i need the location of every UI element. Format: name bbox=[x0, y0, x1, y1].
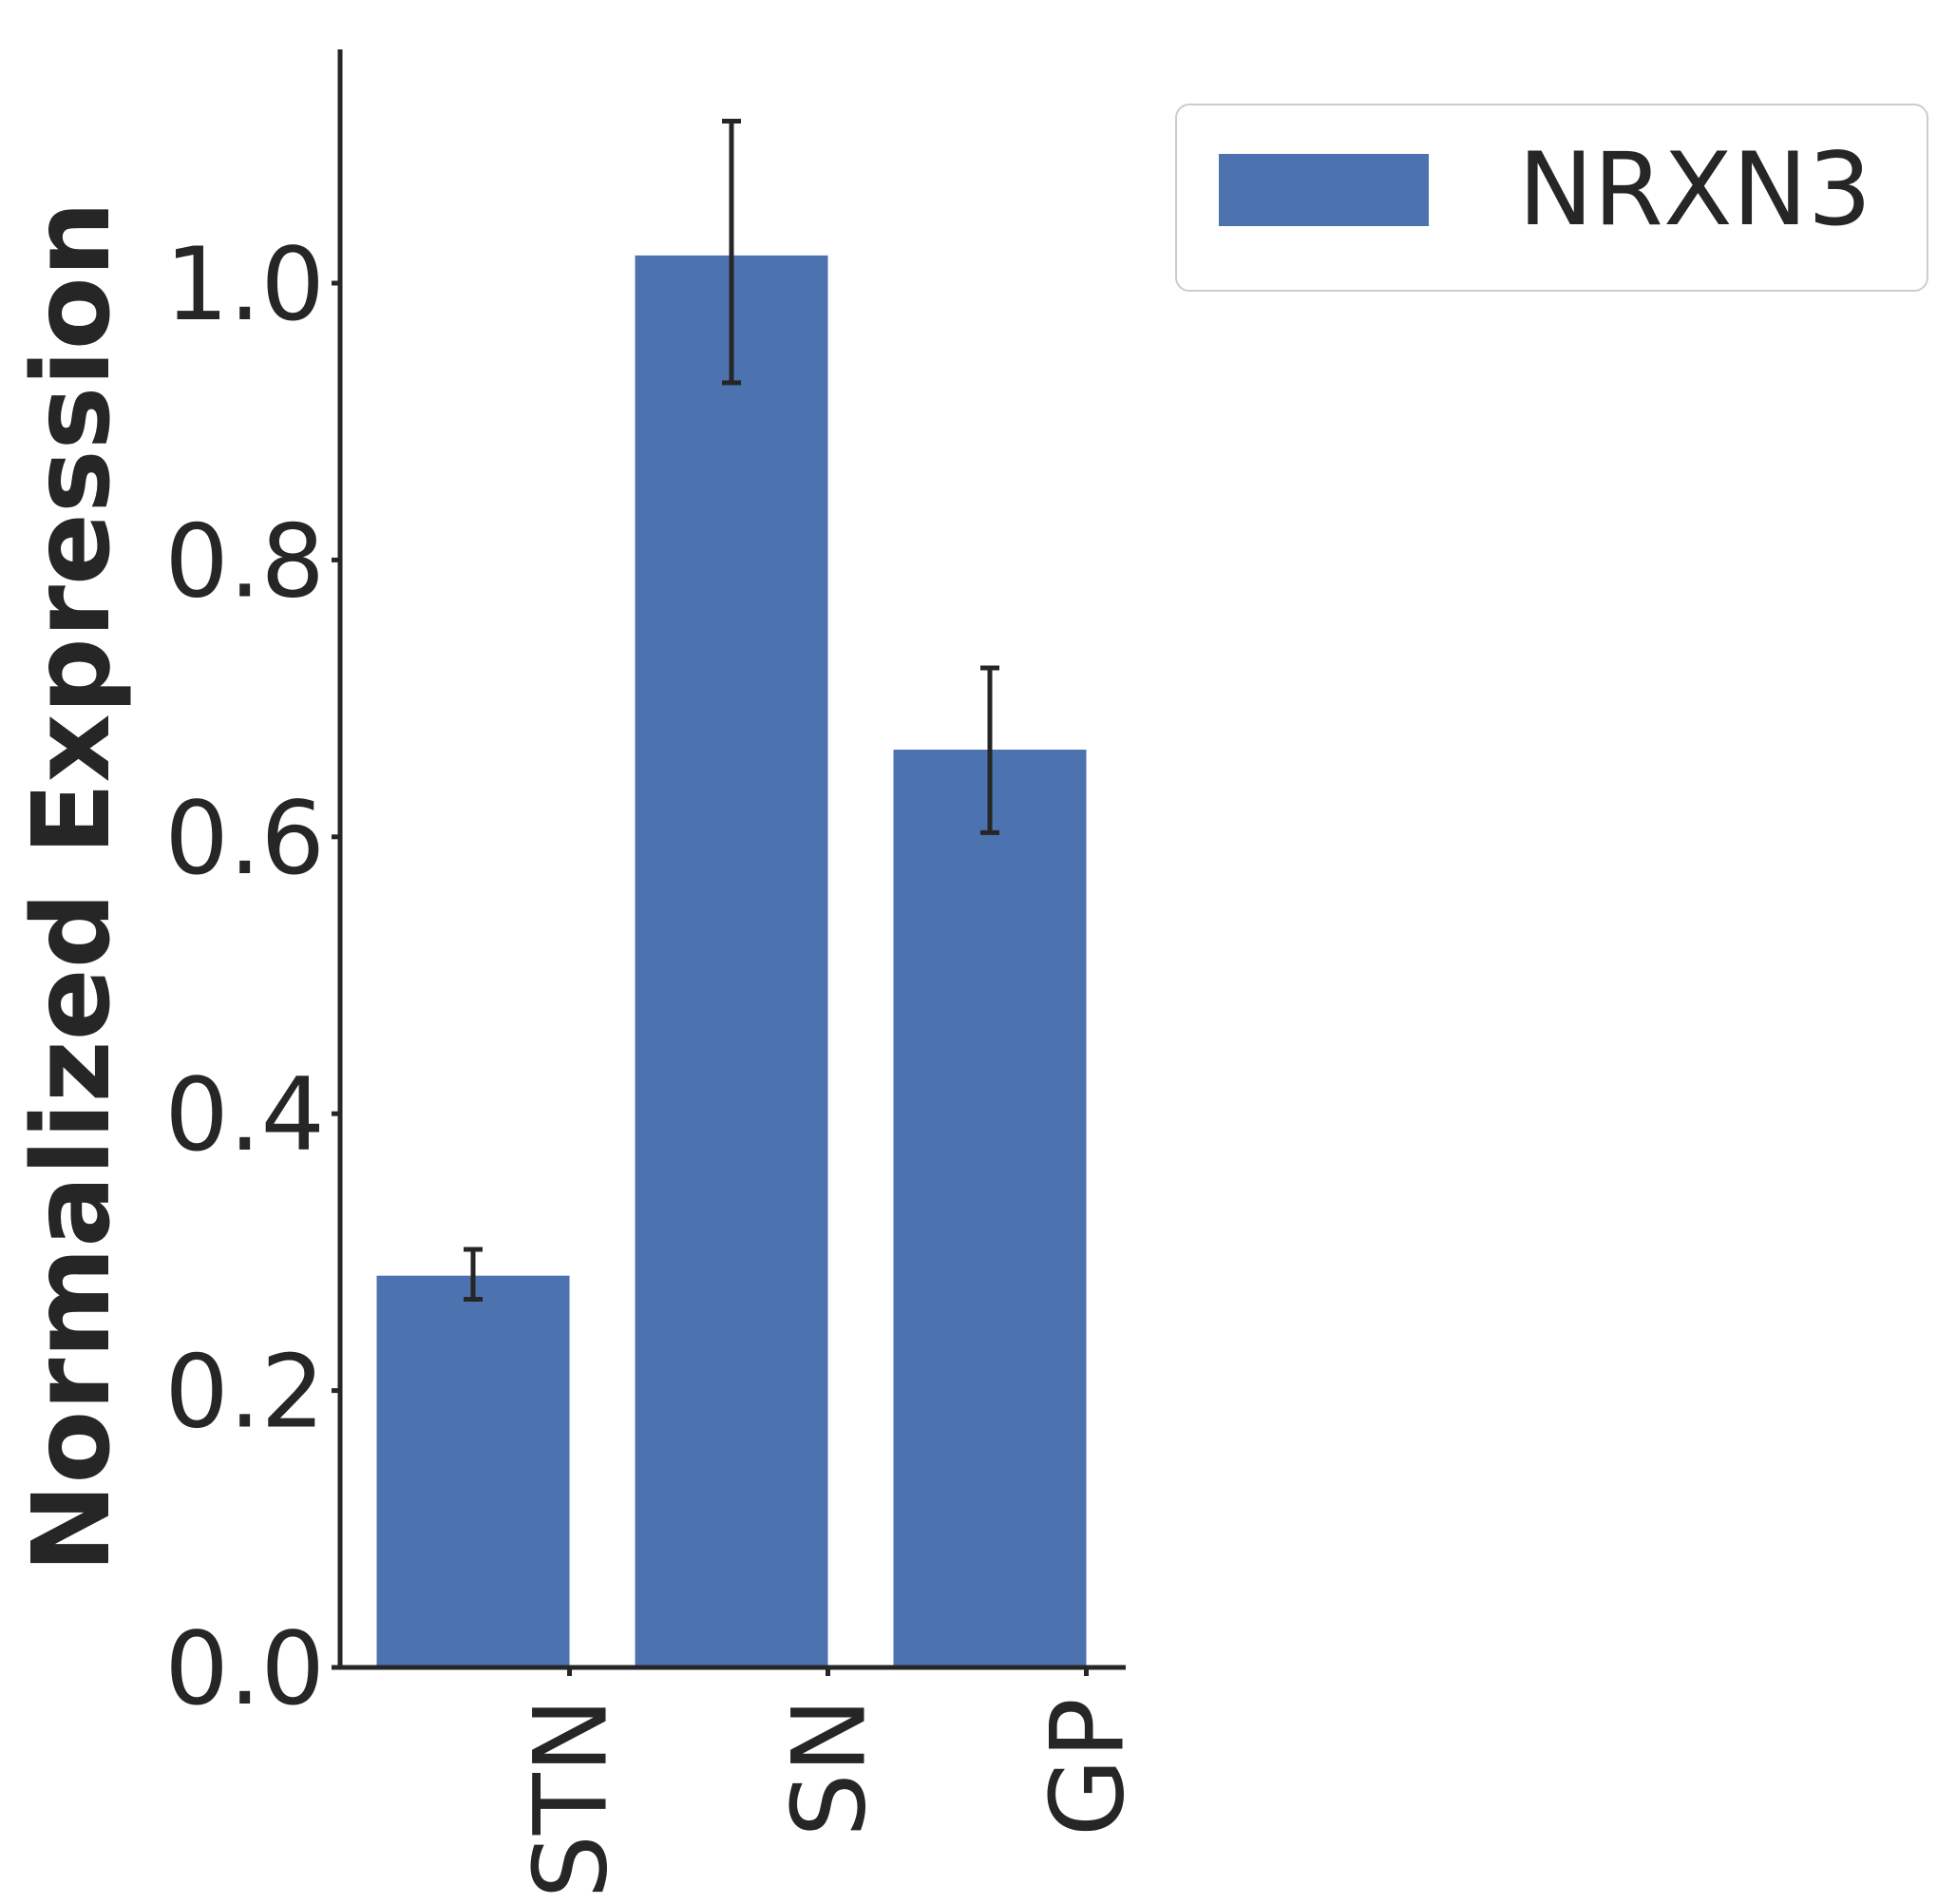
legend-swatch-nrxn3 bbox=[1219, 154, 1429, 226]
x-ticks-layer: STN SN GP bbox=[513, 1667, 1147, 1898]
y-ticks-layer: 0.0 0.2 0.4 0.6 0.8 1.0 bbox=[164, 226, 340, 1727]
bars-layer bbox=[376, 255, 1087, 1667]
errorbar-sn bbox=[722, 119, 741, 386]
legend-box bbox=[1175, 104, 1928, 292]
y-axis-label: Normalized Expression bbox=[10, 201, 134, 1573]
legend-label-nrxn3: NRXN3 bbox=[1518, 131, 1871, 248]
y-tick-label: 0.8 bbox=[164, 503, 325, 619]
axes-layer bbox=[337, 49, 1126, 1670]
bar-stn bbox=[376, 1275, 570, 1667]
y-tick-label: 0.4 bbox=[164, 1057, 325, 1173]
errorbars-layer bbox=[464, 119, 999, 1302]
errorbar-stn bbox=[464, 1247, 483, 1302]
y-tick-label: 0.6 bbox=[164, 780, 325, 897]
x-tick-label-stn: STN bbox=[513, 1698, 630, 1898]
y-tick-label: 1.0 bbox=[164, 226, 325, 343]
bar-gp bbox=[893, 750, 1087, 1667]
x-tick-label-sn: SN bbox=[771, 1698, 888, 1837]
bar-sn bbox=[635, 255, 828, 1667]
errorbar-gp bbox=[980, 665, 999, 835]
y-tick-label: 0.0 bbox=[164, 1610, 325, 1727]
x-tick-label-gp: GP bbox=[1030, 1698, 1147, 1837]
legend: NRXN3 bbox=[1175, 104, 1928, 292]
y-tick-label: 0.2 bbox=[164, 1334, 325, 1451]
